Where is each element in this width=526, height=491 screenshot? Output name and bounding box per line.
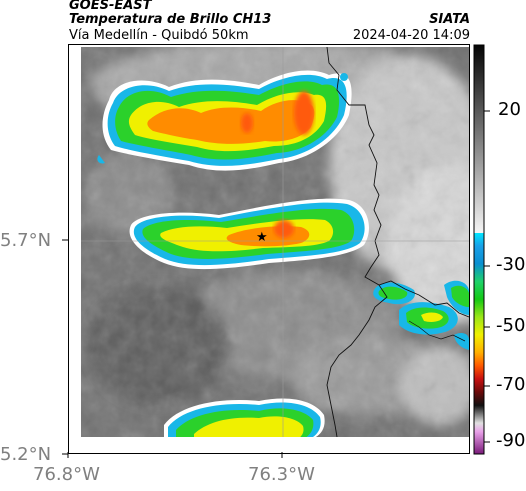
colorbar xyxy=(473,44,490,455)
lat-tick-5.7: 5.7°N xyxy=(0,230,52,251)
organization-label: SIATA xyxy=(429,12,470,27)
satellite-title: GOES-EAST xyxy=(69,0,152,13)
storm-cloud-south xyxy=(164,398,325,437)
storm-cells-east xyxy=(340,73,469,350)
lat-tick-marks xyxy=(62,239,68,455)
river-border xyxy=(378,280,469,318)
colorbar-tick-minus90: -90 xyxy=(496,430,526,451)
satellite-image xyxy=(69,45,469,453)
lon-tick-76.3: 76.3°W xyxy=(248,464,315,485)
lon-tick-76.8: 76.8°W xyxy=(33,464,100,485)
coastline xyxy=(326,47,388,437)
datetime-label: 2024-04-20 14:09 xyxy=(352,28,470,43)
lon-tick-marks xyxy=(67,452,283,458)
storm-cloud-center xyxy=(129,198,369,270)
colorbar-tick-minus30: -30 xyxy=(496,254,526,275)
colorbar-tick-minus70: -70 xyxy=(496,374,526,395)
product-title: Temperatura de Brillo CH13 xyxy=(69,12,272,27)
colorbar-tick-minus50: -50 xyxy=(496,315,526,336)
colorbar-tick-20: 20 xyxy=(498,99,521,120)
route-label: Vía Medellín - Quibdó 50km xyxy=(69,28,249,43)
location-star-icon: ★ xyxy=(256,230,268,245)
lat-tick-5.2: 5.2°N xyxy=(0,444,52,465)
map-frame xyxy=(68,44,470,454)
